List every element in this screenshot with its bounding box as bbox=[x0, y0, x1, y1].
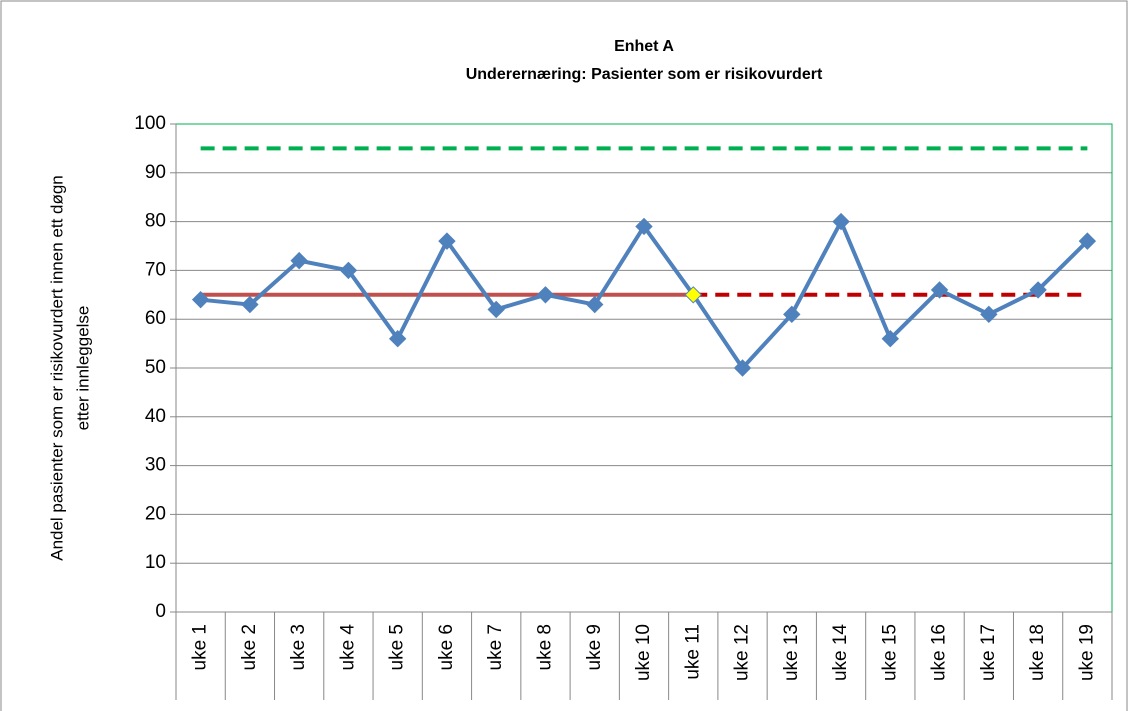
data-point bbox=[832, 212, 850, 231]
data-point bbox=[586, 295, 604, 314]
data-point bbox=[635, 217, 653, 236]
x-tick-label: uke 19 bbox=[1076, 624, 1097, 681]
y-tick-label: 0 bbox=[155, 601, 166, 622]
y-tick-label: 100 bbox=[134, 113, 166, 134]
x-tick-label: uke 3 bbox=[288, 624, 309, 670]
y-tick-label: 60 bbox=[145, 308, 166, 329]
data-point bbox=[783, 305, 801, 324]
y-axis-label-line: etter innleggelse bbox=[73, 306, 92, 431]
chart-subtitle: Underernæring: Pasienter som er risikovu… bbox=[466, 66, 823, 83]
chart-title: Enhet A bbox=[614, 38, 674, 55]
data-point bbox=[388, 330, 407, 348]
x-tick-label: uke 17 bbox=[978, 624, 999, 681]
y-axis-label: Andel pasienter som er risikovurdert inn… bbox=[47, 175, 92, 561]
x-tick-label: uke 8 bbox=[534, 624, 555, 670]
data-point bbox=[1029, 281, 1047, 299]
data-point bbox=[290, 251, 308, 270]
y-tick-label: 30 bbox=[145, 455, 166, 476]
x-tick-label: uke 11 bbox=[682, 624, 703, 680]
data-point bbox=[684, 286, 702, 304]
data-point bbox=[339, 261, 358, 280]
y-axis-label-line: Andel pasienter som er risikovurdert inn… bbox=[47, 175, 66, 561]
x-tick-label: uke 13 bbox=[781, 624, 802, 681]
x-tick-label: uke 12 bbox=[732, 624, 753, 681]
y-tick-label: 70 bbox=[145, 259, 166, 280]
x-tick-label: uke 16 bbox=[929, 624, 950, 681]
data-point bbox=[881, 330, 900, 348]
data-point bbox=[438, 232, 456, 250]
data-point bbox=[733, 359, 752, 377]
y-tick-label: 90 bbox=[145, 162, 166, 183]
x-tick-label: uke 6 bbox=[436, 624, 457, 670]
y-tick-label: 50 bbox=[145, 357, 166, 378]
x-tick-label: uke 2 bbox=[239, 624, 260, 670]
data-point bbox=[191, 290, 210, 309]
data-point bbox=[536, 286, 555, 304]
y-tick-label: 80 bbox=[145, 211, 166, 232]
x-tick-label: uke 10 bbox=[633, 624, 654, 681]
x-tick-label: uke 4 bbox=[337, 624, 358, 671]
x-tick-label: uke 5 bbox=[387, 624, 408, 670]
data-point bbox=[930, 281, 949, 299]
x-tick-label: uke 15 bbox=[879, 624, 900, 681]
y-tick-label: 20 bbox=[145, 503, 166, 524]
y-tick-label: 10 bbox=[145, 552, 166, 573]
data-point bbox=[487, 300, 505, 319]
data-point bbox=[1078, 232, 1097, 250]
data-point bbox=[241, 295, 259, 314]
x-tick-label: uke 9 bbox=[584, 624, 605, 670]
x-tick-label: uke 7 bbox=[485, 624, 506, 670]
data-point bbox=[980, 305, 998, 324]
x-tick-label: uke 18 bbox=[1027, 624, 1048, 681]
x-tick-label: uke 14 bbox=[830, 624, 851, 681]
x-tick-label: uke 1 bbox=[190, 624, 211, 670]
y-tick-label: 40 bbox=[145, 406, 166, 427]
